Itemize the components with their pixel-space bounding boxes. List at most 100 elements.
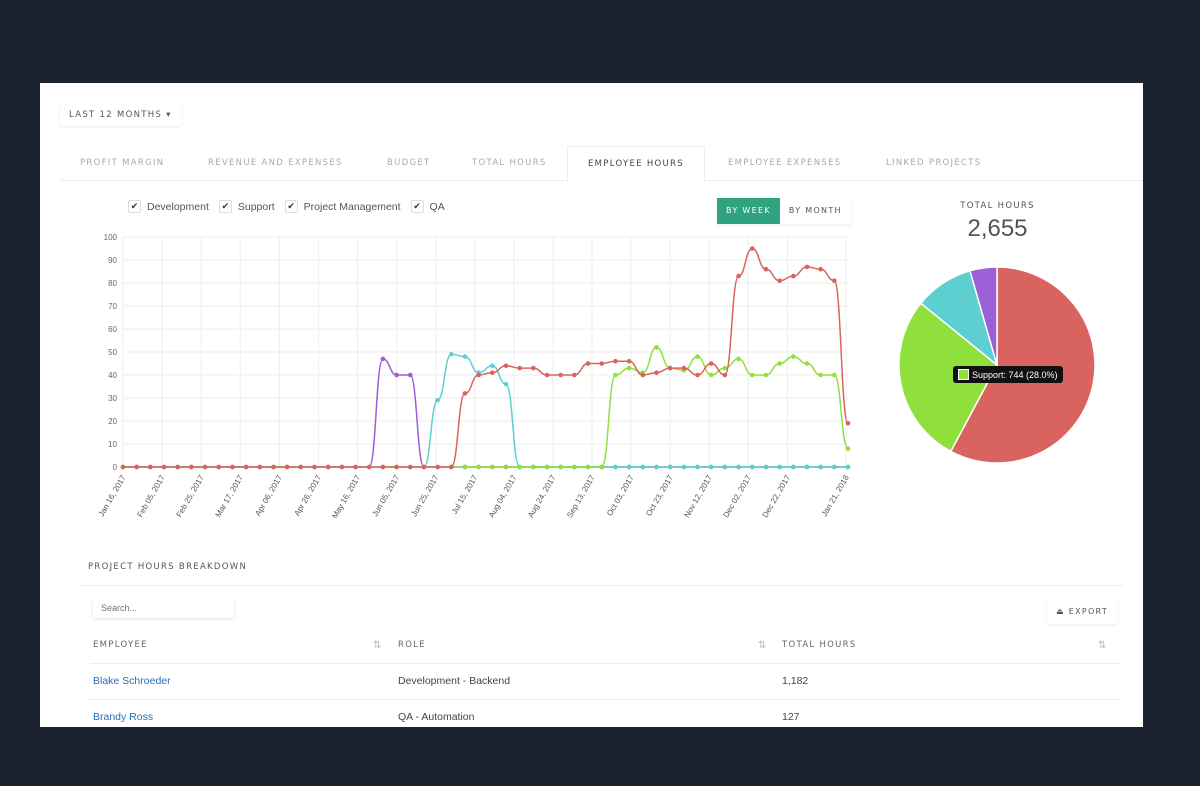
data-point [736, 273, 741, 279]
pie-slice-development [949, 266, 1096, 464]
employee-link[interactable]: Brandy Ross [93, 711, 154, 723]
data-point [462, 464, 468, 470]
checkbox-checked-icon[interactable]: ✔ [128, 200, 141, 213]
search-input[interactable] [93, 598, 234, 618]
tooltip-text: Support: 744 (28.0%) [972, 369, 1058, 380]
tab-budget[interactable]: Budget [387, 158, 431, 168]
dashboard-card: Last 12 Months ▾ Profit Margin Revenue a… [40, 83, 1143, 727]
data-point [531, 464, 536, 470]
data-point [585, 361, 591, 366]
data-point [804, 361, 810, 366]
hours-pie-chart [898, 266, 1096, 464]
legend-qa[interactable]: ✔ QA [410, 200, 445, 213]
tab-linked-projects[interactable]: Linked Projects [886, 158, 982, 168]
hours-cell: 1,182 [782, 675, 809, 687]
data-point [736, 356, 741, 362]
data-point [804, 464, 810, 470]
x-tick-label: Oct 03, 2017 [605, 473, 636, 518]
y-tick-label: 30 [108, 394, 117, 403]
export-button[interactable]: ⏏ Export [1047, 599, 1117, 624]
legend-label: QA [429, 200, 445, 213]
data-point [189, 464, 194, 470]
data-point [818, 464, 823, 470]
data-point [503, 363, 509, 369]
x-tick-label: Aug 04, 2017 [487, 473, 519, 519]
date-range-label: Last 12 Months [69, 110, 163, 120]
by-week-button[interactable]: By Week [717, 198, 780, 224]
data-point [777, 278, 782, 283]
series-line-support [123, 346, 849, 468]
data-point [134, 464, 139, 470]
data-point [421, 464, 427, 470]
data-point [722, 372, 728, 378]
x-tick-label: Oct 23, 2017 [644, 473, 675, 518]
data-point [558, 464, 564, 470]
tab-revenue-and-expenses[interactable]: Revenue and Expenses [208, 158, 343, 168]
sort-icon[interactable]: ⇅ [373, 640, 382, 651]
data-point [640, 464, 646, 470]
total-hours-label: Total Hours [960, 201, 1035, 211]
data-point [626, 358, 632, 364]
checkbox-checked-icon[interactable]: ✔ [284, 200, 298, 213]
data-point [832, 372, 837, 378]
x-tick-label: Jul 15, 2017 [450, 473, 480, 516]
y-tick-label: 50 [108, 348, 117, 357]
tooltip-swatch-icon [958, 369, 969, 380]
x-tick-label: Jan 16, 2017 [97, 473, 128, 518]
sort-icon[interactable]: ⇅ [1098, 640, 1107, 651]
data-point [490, 464, 495, 470]
tab-employee-expenses[interactable]: Employee Expenses [728, 158, 842, 168]
data-point [339, 464, 345, 470]
data-point [695, 372, 700, 378]
data-point [161, 464, 167, 470]
data-point [353, 464, 358, 470]
data-point [695, 354, 700, 359]
data-point [435, 398, 440, 403]
data-point [394, 464, 399, 470]
column-header-employee[interactable]: Employee [93, 640, 148, 650]
data-point [708, 372, 714, 378]
data-point [695, 464, 700, 470]
data-point [667, 464, 673, 470]
x-tick-label: Mar 17, 2017 [214, 473, 246, 519]
checkbox-checked-icon[interactable]: ✔ [410, 200, 424, 213]
tab-profit-margin[interactable]: Profit Margin [80, 158, 165, 168]
data-point [845, 446, 851, 451]
table-header: Employee ⇅ Role ⇅ Total Hours ⇅ [90, 628, 1120, 664]
legend-project-management[interactable]: ✔ Project Management [284, 200, 401, 213]
column-header-role[interactable]: Role [398, 640, 426, 650]
employee-hours-line-chart: 0 10 20 30 40 50 60 70 80 90 100 Jan 16, 2017 Feb 05… [97, 233, 851, 520]
x-tick-label: Dec 22, 2017 [761, 473, 793, 519]
legend-support[interactable]: ✔ Support [218, 200, 275, 213]
data-point [613, 464, 618, 470]
by-month-button[interactable]: By Month [779, 198, 851, 224]
data-point [216, 464, 222, 470]
employee-link[interactable]: Blake Schroeder [93, 675, 171, 687]
data-point [243, 464, 249, 470]
data-point [435, 464, 440, 470]
checkbox-checked-icon[interactable]: ✔ [218, 200, 232, 213]
tab-total-hours[interactable]: Total Hours [472, 158, 547, 168]
sort-icon[interactable]: ⇅ [758, 640, 767, 651]
data-point [462, 354, 468, 359]
data-point [818, 372, 823, 378]
data-point [626, 464, 632, 470]
legend-development[interactable]: ✔ Development [128, 200, 209, 213]
data-point [845, 464, 851, 470]
x-tick-label: May 16, 2017 [330, 473, 362, 520]
data-point [503, 381, 509, 387]
data-point [503, 464, 509, 470]
column-header-total-hours[interactable]: Total Hours [782, 640, 857, 650]
y-tick-label: 10 [108, 440, 117, 449]
tab-bar: Profit Margin Revenue and Expenses Budge… [60, 146, 1143, 182]
x-tick-label: Jun 25, 2017 [409, 473, 440, 518]
data-point [626, 365, 632, 371]
data-point [462, 391, 468, 396]
tab-employee-hours[interactable]: Employee Hours [567, 146, 705, 182]
data-point [749, 246, 755, 251]
data-point [845, 421, 851, 426]
data-point [517, 365, 522, 371]
date-range-dropdown[interactable]: Last 12 Months ▾ [60, 104, 181, 126]
y-tick-label: 70 [108, 302, 117, 311]
data-point [230, 464, 235, 470]
